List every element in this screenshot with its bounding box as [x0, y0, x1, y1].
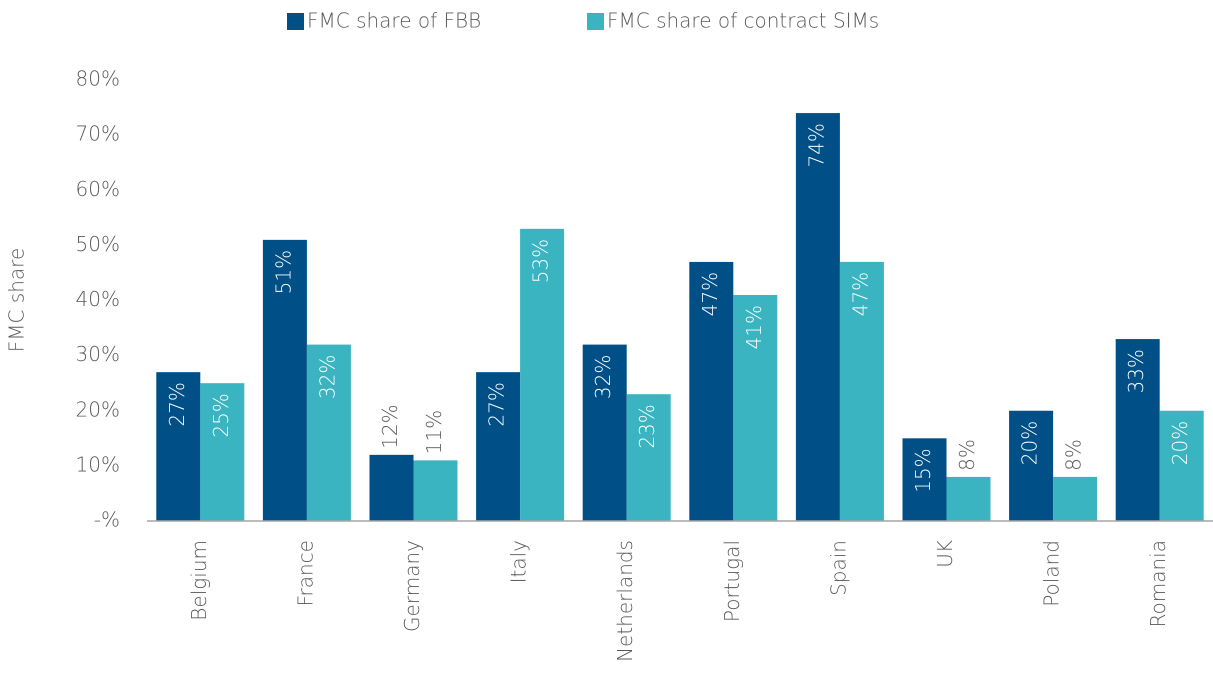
data-label: 25%: [209, 393, 233, 437]
x-tick-label: France: [293, 540, 317, 607]
data-label: 32%: [315, 355, 339, 399]
y-tick-label: -%: [94, 508, 120, 532]
data-label: 47%: [848, 272, 872, 316]
legend-label: FMC share of FBB: [307, 9, 481, 33]
data-label: 20%: [1168, 421, 1192, 465]
bar: [733, 294, 778, 521]
bar: [306, 344, 351, 521]
y-tick-label: 80%: [76, 67, 120, 91]
bar: [413, 460, 458, 521]
y-tick-label: 70%: [76, 122, 120, 146]
y-axis-label: FMC share: [5, 248, 29, 353]
data-label: 15%: [911, 448, 935, 492]
data-label: 27%: [485, 382, 509, 426]
data-label: 51%: [271, 250, 295, 294]
x-tick-label: Romania: [1146, 540, 1170, 627]
y-tick-label: 50%: [76, 232, 120, 256]
bar: [689, 261, 734, 521]
x-tick-label: Portugal: [720, 540, 744, 622]
bar: [476, 372, 521, 521]
data-label: 27%: [165, 382, 189, 426]
legend-label: FMC share of contract SIMs: [607, 9, 879, 33]
data-label: 32%: [591, 355, 615, 399]
data-label: 33%: [1124, 349, 1148, 393]
bar: [520, 228, 565, 521]
y-tick-label: 60%: [76, 177, 120, 201]
y-tick-label: 10%: [76, 452, 120, 476]
bar: [795, 113, 840, 521]
data-label: 12%: [378, 404, 402, 448]
bar: [156, 372, 201, 521]
bar: [200, 383, 245, 521]
bar: [369, 454, 414, 521]
bar: [1159, 410, 1204, 521]
data-label: 53%: [529, 239, 553, 283]
bar: [582, 344, 627, 521]
bar: [626, 394, 671, 521]
y-tick-label: 20%: [76, 397, 120, 421]
data-label: 47%: [698, 272, 722, 316]
y-tick-label: 30%: [76, 342, 120, 366]
bar: [262, 239, 307, 522]
x-tick-label: Italy: [507, 540, 531, 583]
bar: [1009, 410, 1054, 521]
x-tick-label: Netherlands: [613, 540, 637, 662]
bar: [1115, 339, 1160, 521]
data-label: 11%: [422, 410, 446, 454]
data-label: 8%: [1062, 439, 1086, 471]
data-label: 20%: [1018, 421, 1042, 465]
y-tick-label: 40%: [76, 287, 120, 311]
bar: [839, 261, 884, 521]
x-tick-label: Belgium: [187, 540, 211, 621]
data-label: 8%: [955, 439, 979, 471]
x-tick-label: Germany: [400, 540, 424, 632]
bar: [1053, 476, 1098, 521]
legend-swatch: [287, 13, 304, 30]
bar: [946, 476, 991, 521]
bar: [902, 438, 947, 521]
data-label: 23%: [635, 404, 659, 448]
legend-swatch: [587, 13, 604, 30]
data-label: 74%: [804, 123, 828, 167]
data-label: 41%: [742, 305, 766, 349]
x-tick-label: Poland: [1040, 540, 1064, 607]
x-tick-label: Spain: [826, 540, 850, 596]
x-tick-label: UK: [933, 540, 957, 568]
